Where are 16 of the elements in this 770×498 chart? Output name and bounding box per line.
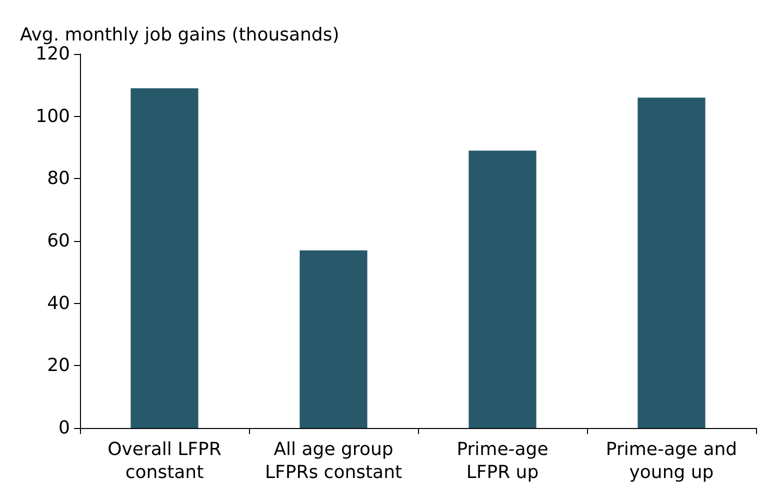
y-tick-label: 0 (58, 418, 70, 438)
y-tick-label: 100 (36, 106, 70, 127)
bar (468, 150, 536, 428)
x-tick-label: Overall LFPR constant (108, 439, 222, 483)
y-tick-label: 20 (47, 355, 70, 376)
x-tick-label: Prime-age LFPR up (456, 439, 548, 483)
bar (130, 88, 198, 428)
y-axis-title: Avg. monthly job gains (thousands) (20, 24, 340, 46)
x-tick-label: Prime-age and young up (606, 439, 738, 483)
bar (300, 250, 368, 428)
y-tick-label: 80 (47, 168, 70, 190)
x-tick-label: All age group LFPRs constant (264, 439, 402, 483)
y-tick-label: 40 (47, 292, 70, 314)
y-tick-label: 60 (47, 230, 70, 252)
bar (638, 98, 706, 428)
y-tick-label: 120 (36, 44, 70, 64)
